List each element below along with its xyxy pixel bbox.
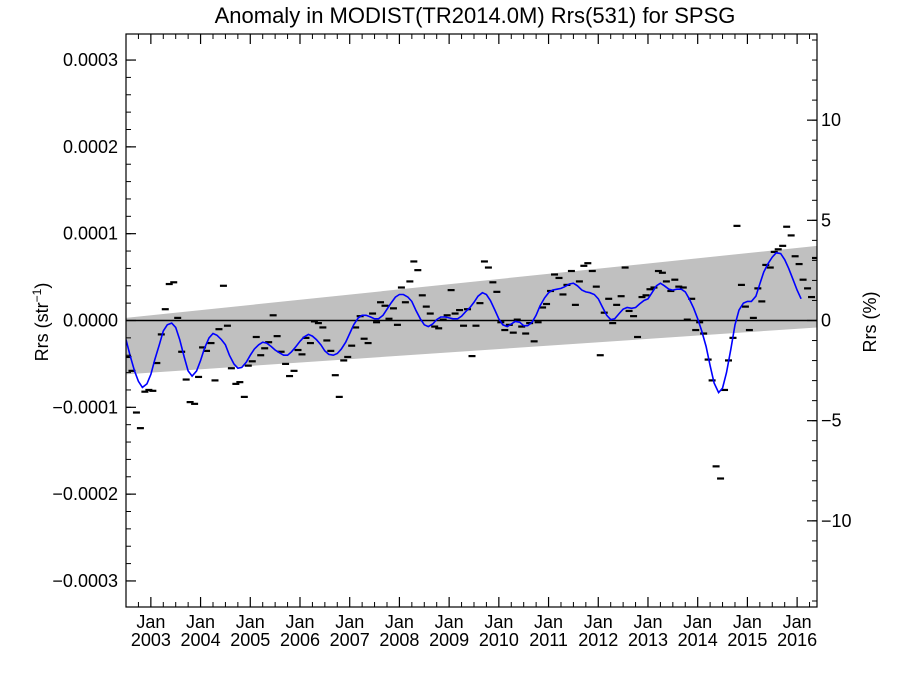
x-tick-label-month-5: Jan [385,612,414,632]
right-tick-label-4: −10 [821,511,852,531]
left-tick-label-2: 0.0001 [63,224,118,244]
x-tick-label-month-13: Jan [783,612,812,632]
x-tick-label-year-6: 2009 [429,630,469,650]
left-tick-label-3: 0.0000 [63,311,118,331]
y-axis-title-right: Rrs (%) [860,292,880,353]
left-tick-label-0: 0.0003 [63,50,118,70]
x-tick-label-year-3: 2006 [280,630,320,650]
right-tick-label-0: 10 [821,110,841,130]
x-tick-label-month-8: Jan [534,612,563,632]
plot-area: 0.0003 0.0002 0.0001 0.0000 −0.0001 −0.0002 −0… [52,33,852,650]
y-axis-title-left-sup: −1 [30,288,44,302]
x-tick-label-year-0: 2003 [131,630,171,650]
left-tick-label-5: −0.0002 [52,484,118,504]
y-axis-title-left: Rrs (str−1) [30,283,52,362]
x-tick-label-year-10: 2013 [628,630,668,650]
y-axis-title-left-base: Rrs (str [32,302,52,361]
x-tick-label-month-9: Jan [584,612,613,632]
x-tick-label-month-2: Jan [236,612,265,632]
x-tick-label-year-4: 2007 [330,630,370,650]
x-tick-label-month-0: Jan [136,612,165,632]
x-tick-label-year-12: 2015 [727,630,767,650]
x-tick-label-month-7: Jan [484,612,513,632]
x-tick-label-year-1: 2004 [181,630,221,650]
right-tick-label-3: −5 [821,411,842,431]
left-tick-label-6: −0.0003 [52,571,118,591]
x-tick-label-year-9: 2012 [578,630,618,650]
right-tick-label-2: 0 [821,311,831,331]
x-tick-label-month-12: Jan [733,612,762,632]
right-tick-label-1: 5 [821,210,831,230]
smooth-series-line [126,251,802,395]
x-tick-label-month-6: Jan [435,612,464,632]
y-axis-title-left-tail: ) [32,283,52,289]
x-tick-label-year-2: 2005 [230,630,270,650]
chart-title: Anomaly in MODIST(TR2014.0M) Rrs(531) fo… [215,3,736,28]
x-tick-label-year-13: 2016 [777,630,817,650]
x-tick-label-year-5: 2008 [379,630,419,650]
x-tick-label-month-11: Jan [683,612,712,632]
x-tick-label-month-1: Jan [186,612,215,632]
left-tick-label-1: 0.0002 [63,137,118,157]
x-tick-label-year-7: 2010 [479,630,519,650]
x-tick-label-month-3: Jan [285,612,314,632]
x-tick-label-month-10: Jan [633,612,662,632]
left-tick-label-4: −0.0001 [52,397,118,417]
x-tick-label-year-8: 2011 [529,630,568,650]
x-tick-label-month-4: Jan [335,612,364,632]
x-tick-label-year-11: 2014 [678,630,718,650]
